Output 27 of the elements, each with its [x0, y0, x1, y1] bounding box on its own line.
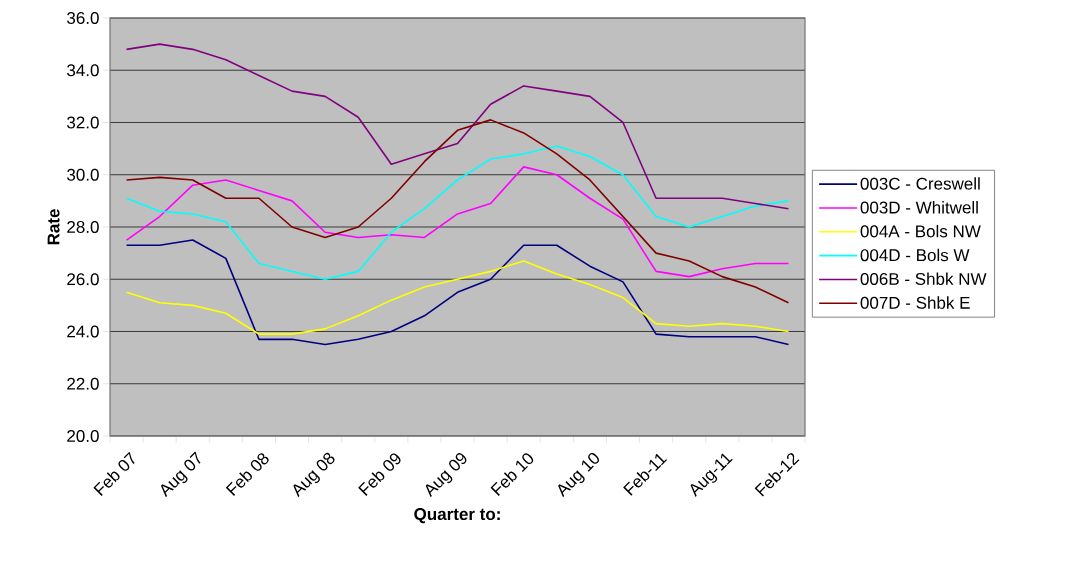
y-tick-label: 30.0 [67, 168, 99, 181]
legend-label: 004D - Bols W [860, 248, 970, 262]
x-tick-label: Feb 09 [358, 453, 401, 496]
legend-label: 003D - Whitwell [860, 201, 978, 214]
legend-label: 007D - Shbk E [860, 296, 970, 309]
x-tick-label: Feb 07 [93, 451, 135, 496]
y-tick-label: 32.0 [67, 116, 99, 129]
x-tick-label: Feb 10 [490, 453, 534, 496]
legend-label: 006B - Shbk NW [860, 272, 987, 286]
y-tick-label: 28.0 [67, 220, 99, 234]
y-tick-label: 26.0 [67, 273, 99, 286]
legend-label: 003C - Creswell [860, 177, 980, 190]
y-tick-label: 36.0 [67, 11, 99, 25]
x-tick-label: Aug 08 [293, 452, 335, 498]
x-tick-label: Aug 09 [425, 453, 467, 498]
line-series [125, 260, 790, 335]
y-axis-title: Rate [47, 209, 60, 245]
line-series [125, 166, 790, 278]
x-tick-label: Aug 10 [558, 452, 599, 498]
x-tick-label: Aug 07 [160, 451, 201, 498]
x-axis-title: Quarter to: [414, 508, 500, 524]
y-tick-label: 20.0 [67, 429, 99, 443]
y-tick-label: 34.0 [67, 64, 99, 77]
y-tick-label: 22.0 [67, 377, 99, 390]
x-tick-label: Feb 08 [225, 453, 269, 496]
legend-label: 004A - Bols NW [860, 224, 981, 238]
y-tick-label: 24.0 [67, 325, 99, 338]
